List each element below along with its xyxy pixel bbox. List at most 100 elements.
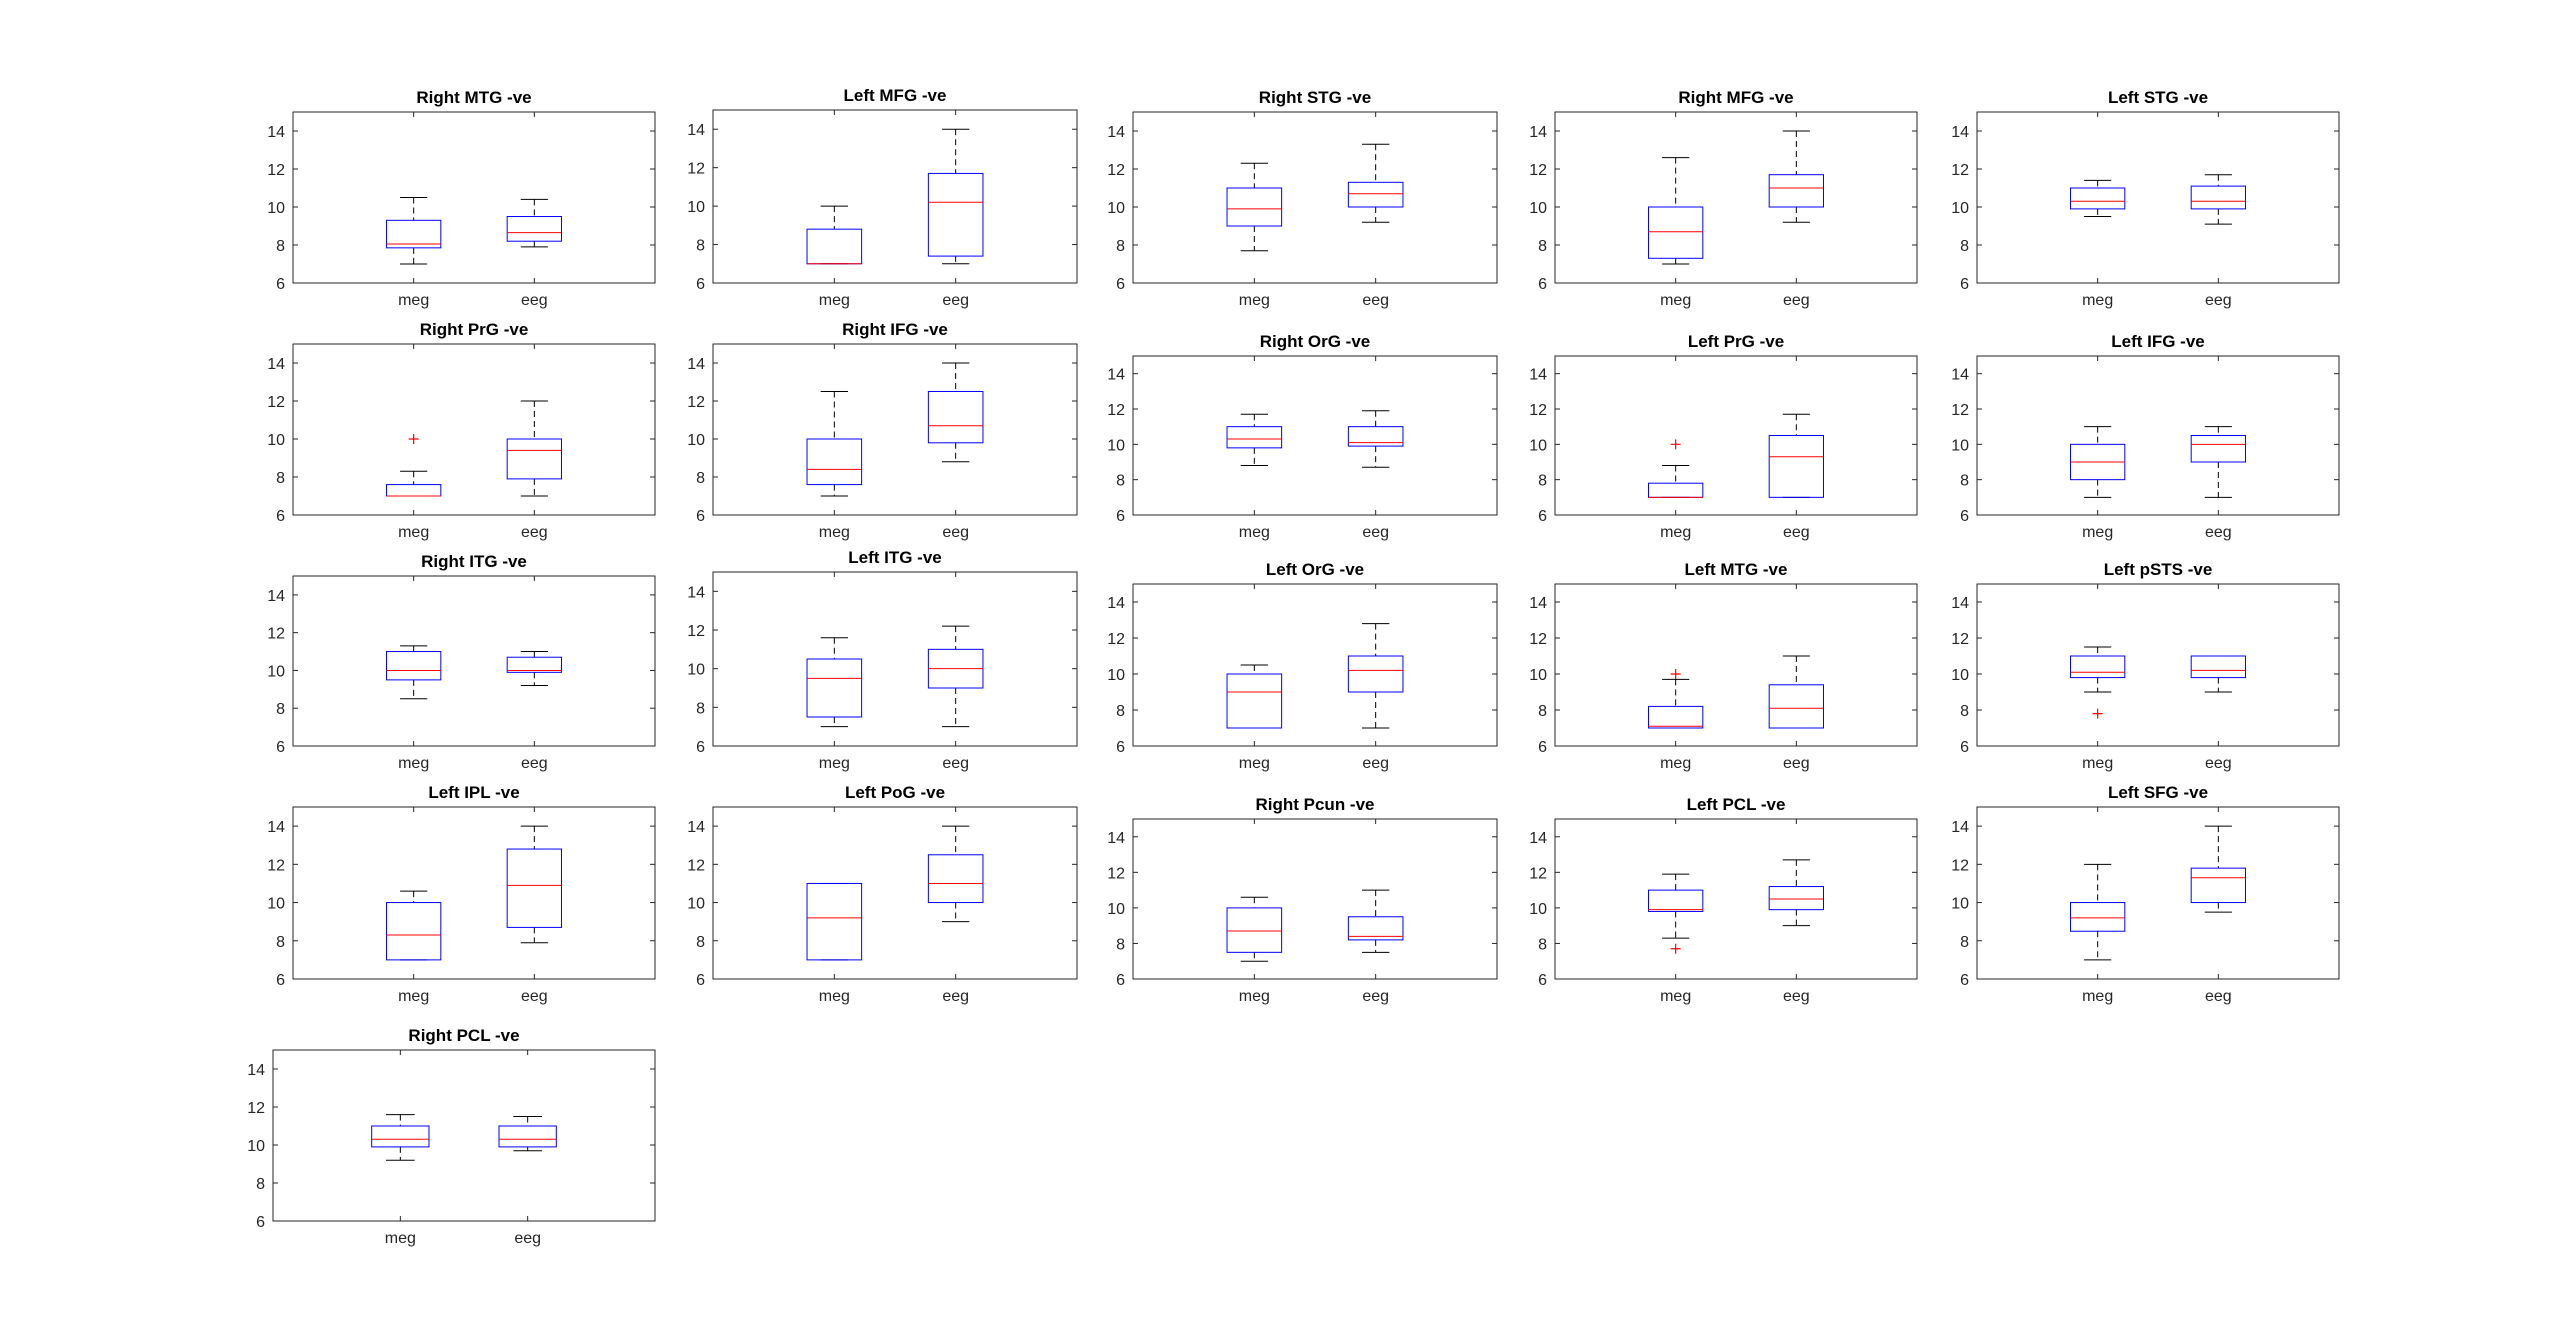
y-tick-label: 8 bbox=[1538, 703, 1547, 720]
y-tick-label: 8 bbox=[1538, 936, 1547, 953]
y-tick-label: 14 bbox=[247, 1062, 265, 1079]
y-tick-label: 8 bbox=[696, 934, 705, 951]
axes-frame bbox=[1554, 818, 1918, 980]
y-tick-label: 12 bbox=[1107, 865, 1125, 882]
x-tick-label: meg bbox=[2082, 292, 2113, 309]
x-tick-label: meg bbox=[1660, 292, 1691, 309]
x-tick-label: eeg bbox=[1362, 988, 1389, 1005]
iqr-box bbox=[498, 1125, 557, 1148]
panel-title: Left SFG -ve bbox=[2108, 783, 2208, 802]
panel-title: Right OrG -ve bbox=[1260, 332, 1371, 351]
boxplot-panel: Left MFG -ve 6 8 10 12 14 meg eeg bbox=[687, 86, 1078, 309]
panel-title: Right STG -ve bbox=[1259, 88, 1371, 107]
y-tick-label: 8 bbox=[696, 238, 705, 255]
y-tick-label: 8 bbox=[1116, 473, 1125, 490]
y-tick-label: 10 bbox=[1107, 200, 1125, 217]
x-tick-label: meg bbox=[2082, 755, 2113, 772]
y-tick-label: 8 bbox=[696, 470, 705, 487]
x-tick-label: meg bbox=[1660, 988, 1691, 1005]
y-tick-label: 10 bbox=[1951, 667, 1969, 684]
y-tick-label: 14 bbox=[1529, 367, 1547, 384]
iqr-box bbox=[1226, 426, 1283, 449]
iqr-box bbox=[1768, 684, 1824, 729]
axes-frame bbox=[1976, 806, 2340, 980]
axes-frame bbox=[292, 111, 656, 284]
x-tick-label: meg bbox=[1660, 755, 1691, 772]
y-tick-label: 8 bbox=[1960, 703, 1969, 720]
y-tick-label: 10 bbox=[1529, 667, 1547, 684]
y-tick-label: 14 bbox=[1529, 595, 1547, 612]
iqr-box bbox=[506, 656, 562, 673]
y-tick-label: 6 bbox=[276, 508, 285, 525]
y-tick-label: 12 bbox=[1107, 631, 1125, 648]
x-tick-label: eeg bbox=[521, 524, 548, 541]
x-tick-label: eeg bbox=[1783, 755, 1810, 772]
iqr-box bbox=[2190, 867, 2246, 904]
x-tick-label: meg bbox=[1239, 524, 1270, 541]
iqr-box bbox=[1648, 206, 1704, 259]
y-tick-label: 14 bbox=[1951, 819, 1969, 836]
boxplot-panel: Left OrG -ve 6 8 10 12 14 meg eeg bbox=[1107, 560, 1498, 772]
iqr-box bbox=[1768, 886, 1824, 911]
iqr-box bbox=[927, 172, 984, 257]
y-tick-label: 12 bbox=[687, 161, 705, 178]
y-tick-label: 10 bbox=[247, 1138, 265, 1155]
panel-title: Left PCL -ve bbox=[1687, 795, 1786, 814]
panel-title: Right MFG -ve bbox=[1678, 88, 1793, 107]
y-tick-label: 10 bbox=[687, 432, 705, 449]
iqr-box bbox=[806, 882, 863, 961]
y-tick-label: 10 bbox=[687, 662, 705, 679]
axes-frame bbox=[1554, 583, 1918, 747]
y-tick-label: 10 bbox=[1951, 437, 1969, 454]
iqr-box bbox=[2070, 187, 2126, 210]
x-tick-label: meg bbox=[398, 988, 429, 1005]
x-tick-label: eeg bbox=[1362, 524, 1389, 541]
panel-title: Left MFG -ve bbox=[844, 86, 947, 105]
panel-title: Right MTG -ve bbox=[416, 88, 531, 107]
axes-frame bbox=[292, 343, 656, 516]
y-tick-label: 12 bbox=[1107, 402, 1125, 419]
iqr-box bbox=[2190, 435, 2246, 463]
x-tick-label: eeg bbox=[2205, 524, 2232, 541]
y-tick-label: 10 bbox=[267, 200, 285, 217]
x-tick-label: eeg bbox=[1362, 755, 1389, 772]
axes-frame bbox=[1554, 355, 1918, 516]
axes-frame bbox=[1976, 355, 2340, 516]
y-tick-label: 8 bbox=[1116, 703, 1125, 720]
y-tick-label: 12 bbox=[1951, 162, 1969, 179]
y-tick-label: 8 bbox=[276, 238, 285, 255]
y-tick-label: 14 bbox=[1951, 595, 1969, 612]
y-tick-label: 12 bbox=[687, 623, 705, 640]
panel-title: Right IFG -ve bbox=[842, 320, 948, 339]
y-tick-label: 14 bbox=[267, 819, 285, 836]
iqr-box bbox=[927, 854, 984, 904]
iqr-box bbox=[386, 484, 442, 497]
panel-title: Right Pcun -ve bbox=[1255, 795, 1374, 814]
y-tick-label: 14 bbox=[267, 356, 285, 373]
x-tick-label: eeg bbox=[514, 1230, 541, 1247]
iqr-box bbox=[506, 216, 562, 242]
x-tick-label: eeg bbox=[1783, 988, 1810, 1005]
axes-frame bbox=[712, 109, 1078, 284]
boxplot-panel: Right MTG -ve 6 8 10 12 14 meg eeg bbox=[267, 88, 656, 309]
x-tick-label: eeg bbox=[521, 755, 548, 772]
y-tick-label: 14 bbox=[267, 124, 285, 141]
y-tick-label: 12 bbox=[1951, 631, 1969, 648]
y-tick-label: 10 bbox=[1107, 667, 1125, 684]
y-tick-label: 14 bbox=[687, 356, 705, 373]
x-tick-label: eeg bbox=[942, 755, 969, 772]
y-tick-label: 8 bbox=[1538, 473, 1547, 490]
axes-frame bbox=[292, 806, 656, 980]
iqr-box bbox=[2190, 655, 2246, 679]
y-tick-label: 6 bbox=[1538, 739, 1547, 756]
axes-frame bbox=[1132, 111, 1498, 284]
y-tick-label: 14 bbox=[1529, 124, 1547, 141]
boxplot-panel: Right OrG -ve 6 8 10 12 14 meg eeg bbox=[1107, 332, 1498, 541]
y-tick-label: 6 bbox=[696, 508, 705, 525]
boxplot-panel: Right Pcun -ve 6 8 10 12 14 meg eeg bbox=[1107, 795, 1498, 1005]
x-tick-label: meg bbox=[1239, 292, 1270, 309]
y-tick-label: 10 bbox=[267, 896, 285, 913]
panel-title: Right ITG -ve bbox=[421, 552, 527, 571]
y-tick-label: 14 bbox=[1107, 367, 1125, 384]
iqr-box bbox=[927, 391, 984, 444]
